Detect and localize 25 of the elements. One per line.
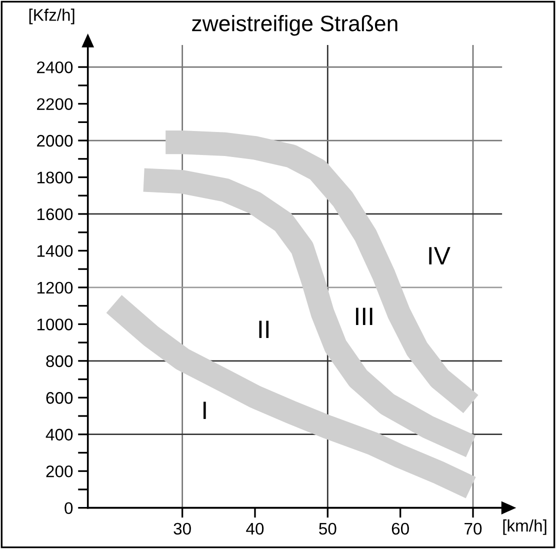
- y-tick-label: 1800: [37, 172, 73, 184]
- x-tick-label: 40: [246, 522, 264, 535]
- y-tick-label: 1600: [37, 208, 73, 220]
- annotation: I: [203, 402, 206, 419]
- y-tick-label: 2000: [37, 134, 73, 147]
- x-tick-label: 50: [319, 522, 336, 535]
- x-tick-label: 60: [392, 522, 409, 535]
- y-tick-label: 0: [64, 502, 73, 514]
- y-tick-label: 2400: [37, 61, 73, 74]
- y-tick-label: 1000: [37, 318, 73, 330]
- y-axis-title: [Kfz/h]: [29, 8, 74, 24]
- y-tick-label: 800: [46, 355, 73, 368]
- y-tick-label: 600: [46, 392, 73, 404]
- x-axis-title: [km/h]: [503, 519, 546, 535]
- annotation: II: [259, 320, 269, 338]
- x-tick-label: 70: [464, 522, 482, 535]
- x-tick-label: 30: [174, 522, 191, 535]
- annotation: IV: [429, 247, 450, 264]
- chart-title: zweistreifige Straßen: [192, 15, 398, 36]
- y-tick-label: 1400: [37, 245, 73, 257]
- y-tick-label: 400: [46, 428, 73, 441]
- y-tick-label: 1200: [37, 282, 73, 294]
- annotation: III: [356, 308, 372, 325]
- y-tick-label: 2200: [37, 98, 73, 110]
- y-tick-label: 200: [46, 465, 73, 478]
